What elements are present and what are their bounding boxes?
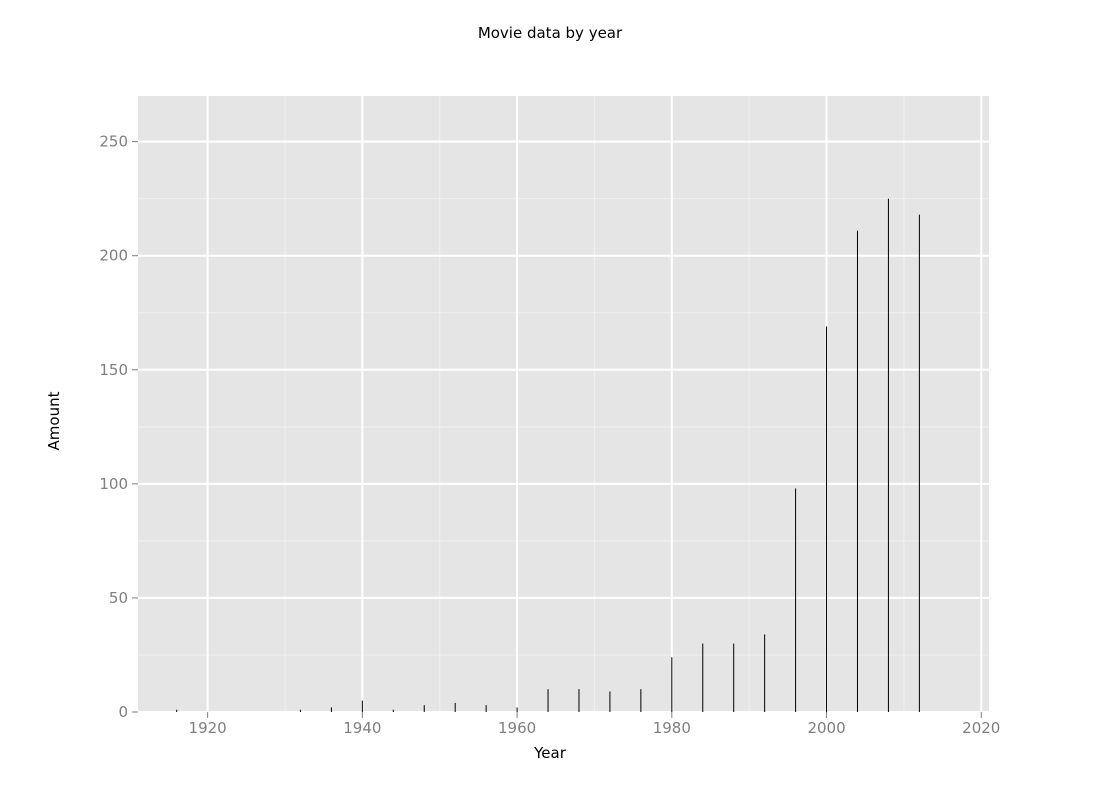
y-axis-label: Amount xyxy=(45,391,63,451)
bar xyxy=(609,691,611,712)
y-tick-label: 100 xyxy=(99,475,128,493)
bar xyxy=(671,657,673,712)
bar xyxy=(299,709,301,712)
bar xyxy=(826,326,828,712)
x-tick-label: 2000 xyxy=(807,719,845,737)
y-tick-label: 0 xyxy=(118,703,128,721)
bar xyxy=(176,709,178,712)
chart-title: Movie data by year xyxy=(477,24,623,42)
bar xyxy=(887,198,889,712)
bar xyxy=(733,643,735,712)
bar xyxy=(392,709,394,712)
bar xyxy=(330,707,332,712)
bar xyxy=(485,705,487,712)
bar xyxy=(454,702,456,712)
x-tick-label: 1940 xyxy=(343,719,381,737)
x-tick-label: 2020 xyxy=(962,719,1000,737)
bar xyxy=(547,689,549,712)
x-tick-label: 1920 xyxy=(189,719,227,737)
bar xyxy=(516,707,518,712)
bar xyxy=(578,689,580,712)
y-tick-label: 50 xyxy=(109,589,128,607)
bar xyxy=(361,700,363,712)
y-tick-label: 150 xyxy=(99,361,128,379)
x-axis-label: Year xyxy=(534,744,566,762)
bar xyxy=(423,705,425,712)
bar xyxy=(918,214,920,713)
x-tick-label: 1980 xyxy=(653,719,691,737)
bar xyxy=(640,689,642,712)
y-tick-label: 200 xyxy=(99,247,128,265)
bar xyxy=(856,230,858,712)
bar xyxy=(795,488,797,712)
x-tick-label: 1960 xyxy=(498,719,536,737)
bar xyxy=(702,643,704,712)
bar xyxy=(764,634,766,712)
plot-panel xyxy=(138,96,989,712)
y-tick-label: 250 xyxy=(99,133,128,151)
